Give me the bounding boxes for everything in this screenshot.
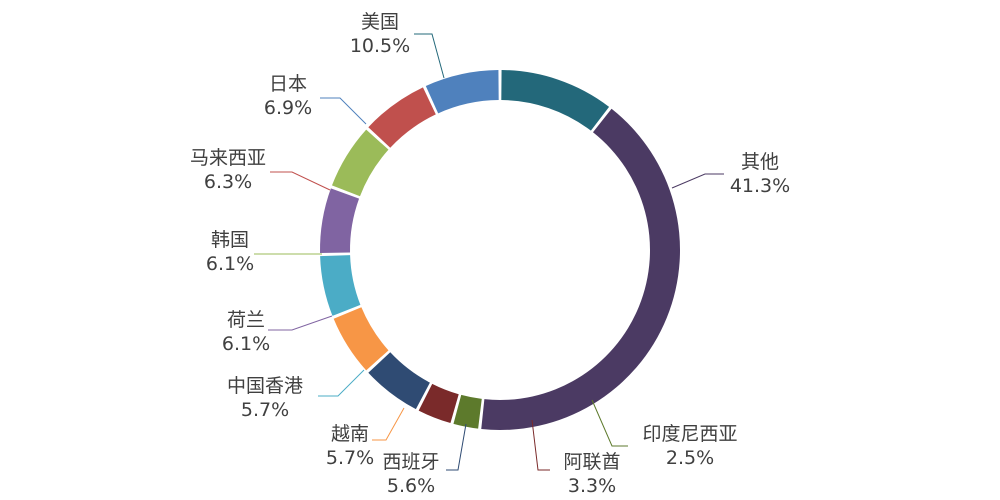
- slice-name-label: 日本: [269, 73, 307, 95]
- slice-4: [418, 383, 459, 424]
- slice-name-label: 其他: [741, 151, 779, 173]
- leader-line-6: [372, 407, 405, 441]
- leader-line-3: [591, 399, 628, 447]
- slice-value-label: 5.6%: [387, 475, 435, 497]
- slice-value-label: 10.5%: [350, 35, 410, 57]
- slice-name-label: 印度尼西亚: [642, 423, 737, 445]
- slice-value-label: 6.1%: [222, 333, 270, 355]
- slice-name-label: 韩国: [211, 229, 249, 251]
- leader-line-5: [446, 423, 467, 471]
- slice-name-label: 美国: [361, 11, 399, 33]
- leader-line-2: [671, 173, 724, 189]
- leader-line-8: [268, 315, 333, 331]
- slice-8: [320, 188, 360, 253]
- leader-lines-group: [254, 33, 724, 471]
- leader-line-10: [270, 171, 331, 191]
- leader-line-1: [414, 33, 445, 79]
- slice-11: [425, 70, 499, 114]
- slice-value-label: 5.7%: [326, 447, 374, 469]
- slice-name-label: 越南: [331, 423, 369, 445]
- slice-value-label: 6.1%: [206, 253, 254, 275]
- slices-group: [320, 70, 681, 431]
- slice-5: [368, 352, 430, 410]
- labels-group: 美国10.5%其他41.3%印度尼西亚2.5%阿联酋3.3%西班牙5.6%越南5…: [190, 11, 790, 497]
- slice-name-label: 马来西亚: [190, 147, 266, 169]
- slice-value-label: 6.3%: [204, 171, 252, 193]
- slice-name-label: 西班牙: [382, 451, 439, 473]
- slice-9: [331, 129, 389, 197]
- slice-value-label: 41.3%: [730, 175, 790, 197]
- slice-7: [320, 255, 361, 316]
- slice-value-label: 5.7%: [241, 399, 289, 421]
- slice-10: [368, 87, 436, 148]
- slice-2: [481, 108, 681, 431]
- slice-3: [453, 394, 482, 429]
- slice-6: [333, 307, 389, 371]
- slice-name-label: 中国香港: [227, 375, 303, 397]
- slice-value-label: 6.9%: [264, 97, 312, 119]
- leader-line-7: [318, 369, 365, 397]
- slice-name-label: 荷兰: [227, 309, 265, 331]
- slice-1: [501, 70, 610, 131]
- slice-value-label: 3.3%: [568, 475, 616, 497]
- slice-name-label: 阿联酋: [563, 451, 620, 473]
- slice-value-label: 2.5%: [666, 447, 714, 469]
- leader-line-11: [320, 97, 367, 125]
- leader-line-4: [531, 419, 550, 471]
